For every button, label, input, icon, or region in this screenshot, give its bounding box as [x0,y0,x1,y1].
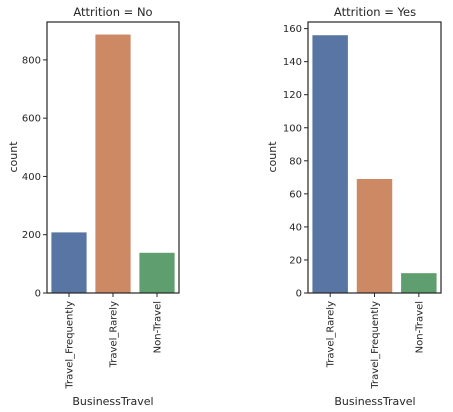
bar-travel-rarely [312,35,348,293]
x-axis-label: BusinessTravel [334,395,415,408]
y-tick-label: 800 [22,55,41,66]
y-ticks: 0 20 40 60 80 100 120 140 160 [283,24,308,300]
bars [312,35,437,293]
y-tick-label: 400 [22,172,41,183]
bar-non-travel [139,252,175,293]
x-ticks: Travel_Rarely Travel_Frequently Non-Travel [326,293,425,390]
y-tick-label: 20 [289,255,302,266]
x-tick-label: Travel_Rarely [326,301,337,368]
y-tick-label: 0 [296,289,302,300]
bar-non-travel [401,273,437,293]
y-tick-label: 160 [283,24,302,35]
axes-frame [46,21,180,294]
y-ticks: 0 200 400 600 800 [22,55,47,300]
x-axis-label: BusinessTravel [72,395,153,408]
panel-title: Attrition = No [73,5,152,19]
bar-travel-frequently [51,232,87,293]
y-tick-label: 140 [283,57,302,68]
panel-title: Attrition = Yes [334,5,416,19]
y-tick-label: 80 [289,156,302,167]
y-tick-label: 100 [283,123,302,134]
axes-frame [307,21,442,294]
bars [51,34,175,293]
x-tick-label: Non-Travel [153,301,164,353]
bar-travel-frequently [356,178,393,293]
y-axis-label: count [7,141,20,173]
x-ticks: Travel_Frequently Travel_Rarely Non-Travel [65,293,164,390]
y-tick-label: 60 [289,189,302,200]
y-tick-label: 40 [289,222,302,233]
bar-travel-rarely [95,34,131,293]
panel-attrition-yes: Attrition = Yes count BusinessTravel 0 20… [266,5,442,408]
y-axis-label: count [266,141,279,173]
y-tick-label: 120 [283,90,302,101]
y-tick-label: 600 [22,114,41,125]
x-tick-label: Travel_Frequently [65,301,76,390]
x-tick-label: Non-Travel [414,301,425,353]
y-tick-label: 200 [22,230,41,241]
panel-attrition-no: Attrition = No count BusinessTravel 0 200… [7,5,180,408]
y-tick-label: 0 [35,289,41,300]
x-tick-label: Travel_Rarely [109,301,120,368]
x-tick-label: Travel_Frequently [370,301,381,390]
